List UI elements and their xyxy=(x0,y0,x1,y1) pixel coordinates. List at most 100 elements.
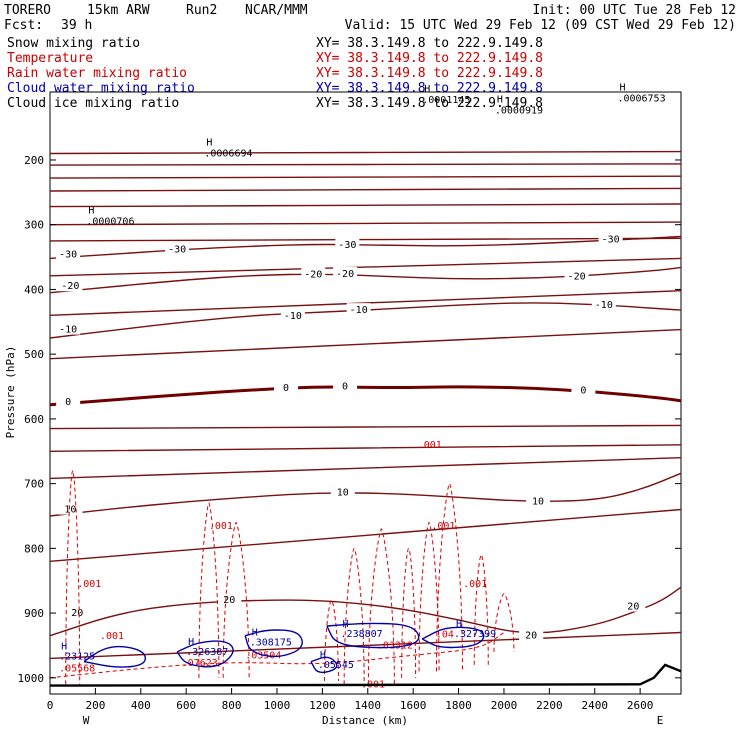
snow-max-marker: H xyxy=(619,83,625,94)
y-tick-label: 1000 xyxy=(18,672,45,685)
isotherm-label-bg xyxy=(519,628,544,641)
isotherm-label: -30 xyxy=(602,235,620,246)
legend-field-name: Temperature xyxy=(7,51,93,66)
rain-label: .07623 xyxy=(182,658,218,669)
x-tick-label: 2000 xyxy=(491,699,518,712)
x-tick-label: 800 xyxy=(222,699,242,712)
isotherm-line xyxy=(49,290,682,316)
cloud-water-contours: H.23125H.326387H.308175H.238807H.05545H.… xyxy=(59,619,496,674)
cloud-water-contour xyxy=(310,656,338,674)
cloud-water-contour xyxy=(176,640,234,668)
legend-field-name: Snow mixing ratio xyxy=(7,36,140,51)
forecast-hours: 39 h xyxy=(61,18,92,33)
isotherm-label-bg xyxy=(346,303,371,316)
isotherm-label: 0 xyxy=(342,382,348,393)
isotherm-line xyxy=(49,631,682,660)
rain-label: .001 xyxy=(209,521,233,532)
isotherm-line-labeled xyxy=(49,586,682,637)
rain-contour xyxy=(65,470,81,685)
isotherm-label: 20 xyxy=(223,595,235,606)
isotherm-line xyxy=(49,424,682,430)
org-label: NCAR/MMM xyxy=(245,3,308,18)
rain-contour xyxy=(49,632,505,679)
isotherm-label: 20 xyxy=(71,608,83,619)
y-tick-label: 900 xyxy=(24,607,44,620)
model-resolution: 15km ARW xyxy=(87,3,150,18)
rain-label: .001 xyxy=(463,579,487,590)
isotherm-label-bg xyxy=(58,279,83,292)
isotherm-label-bg xyxy=(65,606,90,619)
isotherm-label-bg xyxy=(58,502,83,515)
cloud-water-contour xyxy=(244,629,303,658)
legend-field-xy: XY= 38.3.149.8 to 222.9.149.8 xyxy=(316,96,543,111)
isotherm-label-bg xyxy=(333,379,358,392)
isotherm-line xyxy=(49,187,682,192)
rain-label: .04 xyxy=(436,630,454,641)
isotherm-line xyxy=(49,237,682,242)
cloud-water-max-value: .238807 xyxy=(341,629,383,640)
cloud-water-max-value: .23125 xyxy=(59,652,95,663)
isotherm-label: 20 xyxy=(627,602,639,613)
isotherm-label-bg xyxy=(526,494,551,507)
y-tick-label: 700 xyxy=(24,478,44,491)
isotherm-line xyxy=(49,508,682,562)
rain-contour xyxy=(323,599,339,682)
x-tick-label: 1000 xyxy=(264,699,291,712)
legend-field-name: Rain water mixing ratio xyxy=(7,66,187,81)
y-tick-label: 500 xyxy=(24,348,44,361)
model-name: TORERO xyxy=(4,3,51,18)
y-tick-label: 300 xyxy=(24,219,44,232)
snow-max-marker: H xyxy=(424,84,430,95)
isotherm-line xyxy=(49,221,682,226)
cloud-water-max-marker: H xyxy=(456,619,462,630)
x-tick-label: 600 xyxy=(176,699,196,712)
cloud-water-max-value: .327399 xyxy=(454,629,496,640)
cloud-water-contour xyxy=(421,626,485,649)
isotherm-line xyxy=(49,328,682,360)
snow-max-value: .0000706 xyxy=(86,217,134,228)
rain-label: .001 xyxy=(77,579,101,590)
x-tick-label: 1400 xyxy=(355,699,382,712)
isotherm-label: -10 xyxy=(350,305,368,316)
valid-time: Valid: 15 UTC Wed 29 Feb 12 (09 CST Wed … xyxy=(345,18,736,33)
cloud-water-max-marker: H xyxy=(188,637,194,648)
legend-field-xy: XY= 38.3.149.8 to 222.9.149.8 xyxy=(316,36,543,51)
isotherm-label-bg xyxy=(280,308,305,321)
isotherm-label: -10 xyxy=(284,311,302,322)
x-axis: 0 200 400 600 800 1000 1200 1400 1600 1800 2000 220… xyxy=(47,688,653,712)
isotherm-line xyxy=(49,175,682,179)
x-tick-label: 1200 xyxy=(309,699,336,712)
isotherm-label-bg xyxy=(56,247,81,260)
isotherm-label: 20 xyxy=(525,631,537,642)
isotherm-label-bg xyxy=(330,485,355,498)
x-tick-label: 2200 xyxy=(536,699,563,712)
isotherm-label: 10 xyxy=(532,497,544,508)
x-tick-label: 0 xyxy=(47,699,54,712)
rain-contour xyxy=(198,502,220,678)
isotherm-label: -20 xyxy=(568,271,586,282)
isotherm-label-bg xyxy=(571,383,596,396)
isotherm-label-bg xyxy=(56,322,81,335)
isotherm-label: 0 xyxy=(580,385,586,396)
rain-contour xyxy=(401,547,417,678)
rain-label: .001 xyxy=(431,521,455,532)
isotherm-label-bg xyxy=(564,269,589,282)
x-tick-label: 200 xyxy=(85,699,105,712)
snow-max-value: .0001145 xyxy=(422,95,470,106)
cloud-water-max-marker: H xyxy=(343,619,349,630)
x-tick-label: 1800 xyxy=(445,699,472,712)
cloud-water-contour xyxy=(326,622,420,649)
y-axis-label: Pressure (hPa) xyxy=(4,346,17,439)
y-tick-label: 400 xyxy=(24,283,44,296)
rain-water-contours: .001.001.001.001.001.001.001.05568.07623… xyxy=(49,440,515,691)
isotherm-label-bg xyxy=(274,380,299,393)
isotherm-line xyxy=(49,203,682,208)
x-tick-label: 2400 xyxy=(581,699,608,712)
isotherm-label: 10 xyxy=(337,488,349,499)
cloud-water-max-marker: H xyxy=(252,627,258,638)
isotherm-line xyxy=(49,163,682,166)
west-label: W xyxy=(83,714,90,727)
rain-label: .001 xyxy=(100,631,124,642)
isotherm-label-bg xyxy=(217,593,242,606)
